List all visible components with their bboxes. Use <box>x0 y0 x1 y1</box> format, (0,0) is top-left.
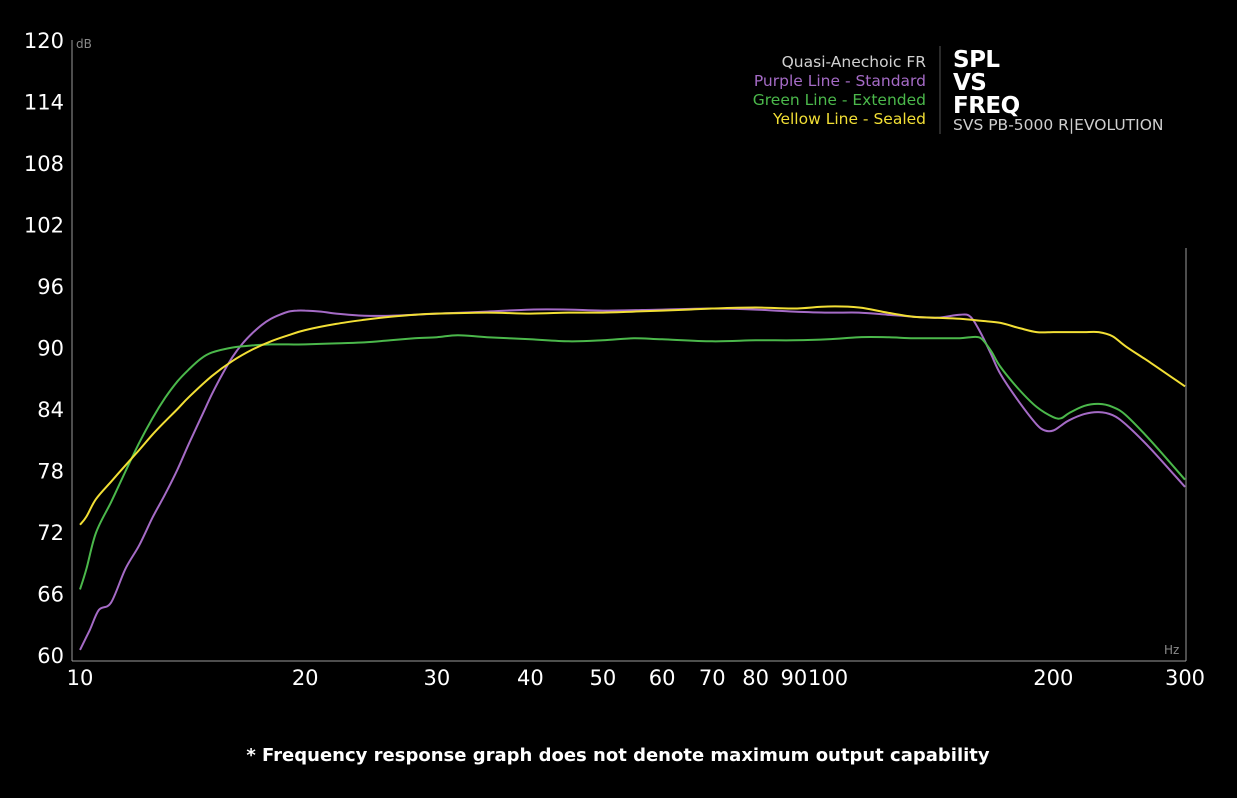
y-tick-label: 114 <box>24 91 64 115</box>
legend-entry-extended: Green Line - Extended <box>753 91 926 109</box>
footnote: * Frequency response graph does not deno… <box>246 745 990 766</box>
legend-entry-standard: Purple Line - Standard <box>754 72 926 90</box>
y-tick-label: 120 <box>24 29 64 53</box>
x-tick-labels: 10 20 30 40 50 60 70 80 90 100 200 300 <box>67 666 1205 690</box>
x-tick-label: 200 <box>1033 666 1073 690</box>
title-block: SPL VS FREQ SVS PB-5000 R|EVOLUTION <box>953 47 1164 134</box>
x-tick-label: 90 <box>780 666 807 690</box>
series-line-standard <box>79 307 1186 651</box>
y-tick-label: 96 <box>37 275 64 299</box>
y-unit-label: dB <box>76 37 92 51</box>
y-tick-label: 108 <box>24 152 64 176</box>
x-tick-label: 80 <box>742 666 769 690</box>
x-tick-label: 100 <box>808 666 848 690</box>
series-lines <box>79 305 1186 651</box>
y-tick-labels: 60 66 72 78 84 90 96 102 108 114 120 <box>24 29 64 668</box>
y-tick-label: 60 <box>37 644 64 668</box>
model-name: SVS PB-5000 R|EVOLUTION <box>953 116 1164 134</box>
y-tick-label: 72 <box>37 521 64 545</box>
y-tick-label: 90 <box>37 337 64 361</box>
series-line-sealed <box>79 305 1186 526</box>
x-tick-label: 40 <box>517 666 544 690</box>
x-tick-label: 50 <box>590 666 617 690</box>
legend-entry-sealed: Yellow Line - Sealed <box>772 110 926 128</box>
title-line-spl: SPL <box>953 47 1000 73</box>
y-tick-label: 84 <box>37 398 64 422</box>
x-tick-label: 300 <box>1165 666 1205 690</box>
x-tick-label: 20 <box>292 666 319 690</box>
title-line-vs: VS <box>953 70 986 96</box>
y-tick-label: 102 <box>24 214 64 238</box>
y-tick-label: 66 <box>37 583 64 607</box>
x-tick-label: 10 <box>67 666 94 690</box>
series-line-extended <box>79 334 1186 590</box>
y-tick-label: 78 <box>37 460 64 484</box>
x-tick-label: 60 <box>649 666 676 690</box>
x-tick-label: 70 <box>699 666 726 690</box>
legend-heading: Quasi-Anechoic FR <box>782 53 927 71</box>
legend: Quasi-Anechoic FR Purple Line - Standard… <box>753 53 926 128</box>
title-line-freq: FREQ <box>953 93 1020 119</box>
x-unit-label: Hz <box>1164 643 1179 657</box>
x-tick-label: 30 <box>424 666 451 690</box>
